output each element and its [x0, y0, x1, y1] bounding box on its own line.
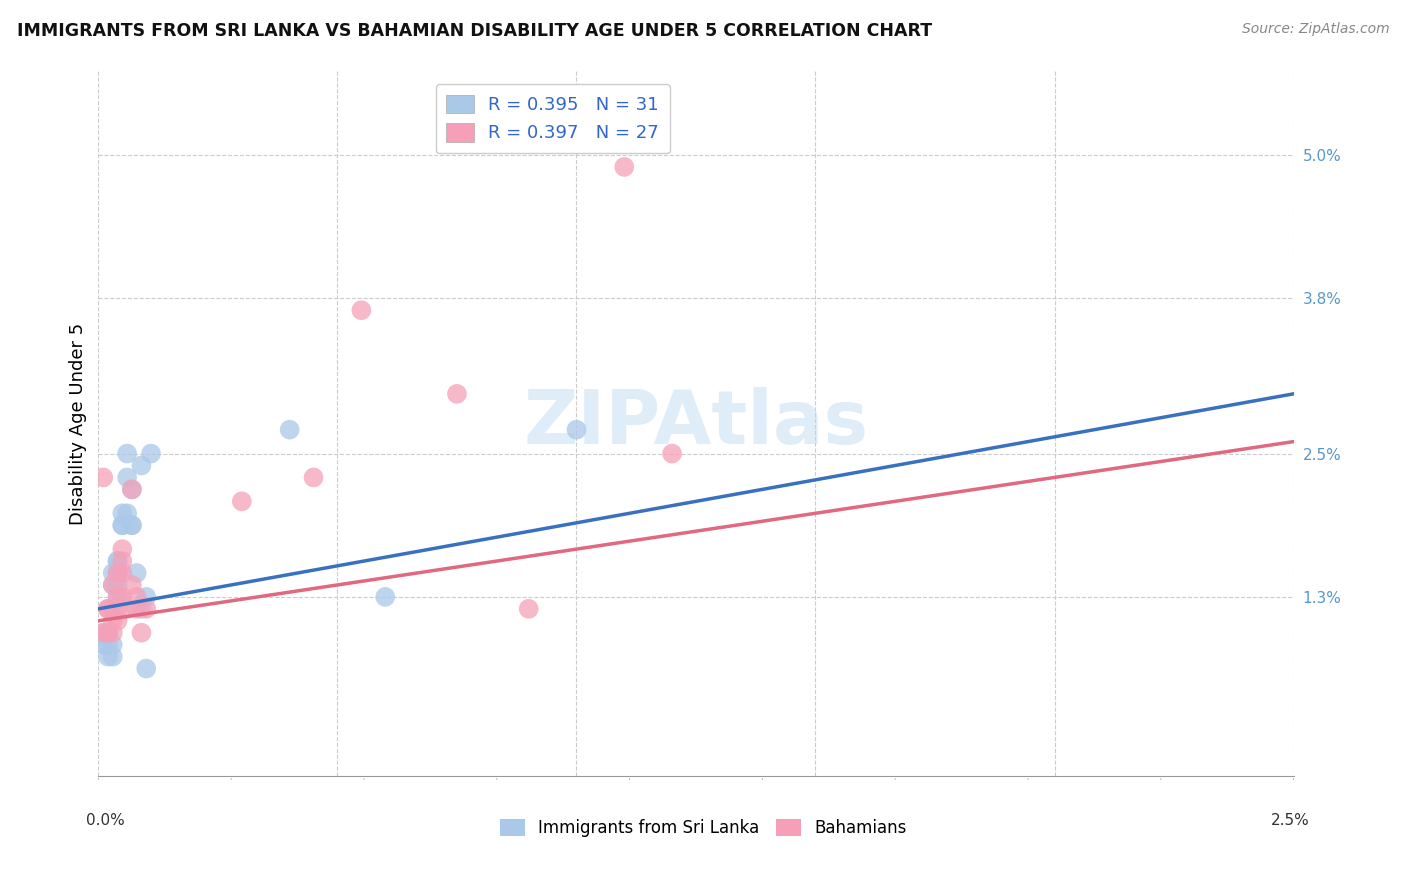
- Point: [121, 483, 143, 497]
- Point: [121, 578, 143, 592]
- Point: [97, 602, 120, 616]
- Point: [139, 446, 162, 460]
- Y-axis label: Disability Age Under 5: Disability Age Under 5: [69, 323, 87, 524]
- Point: [565, 423, 588, 437]
- Point: [111, 542, 134, 557]
- Point: [121, 518, 143, 533]
- Point: [111, 518, 134, 533]
- Point: [115, 446, 138, 460]
- Point: [125, 602, 148, 616]
- Point: [111, 590, 134, 604]
- Point: [107, 554, 129, 568]
- Point: [91, 625, 114, 640]
- Point: [91, 625, 114, 640]
- Point: [135, 590, 157, 604]
- Point: [107, 566, 129, 580]
- Text: IMMIGRANTS FROM SRI LANKA VS BAHAMIAN DISABILITY AGE UNDER 5 CORRELATION CHART: IMMIGRANTS FROM SRI LANKA VS BAHAMIAN DI…: [17, 22, 932, 40]
- Text: 2.5%: 2.5%: [1271, 814, 1310, 828]
- Point: [231, 494, 253, 508]
- Point: [107, 590, 129, 604]
- Point: [517, 602, 540, 616]
- Point: [107, 602, 129, 616]
- Point: [97, 625, 120, 640]
- Point: [125, 566, 148, 580]
- Point: [97, 602, 120, 616]
- Point: [278, 423, 301, 437]
- Legend: R = 0.395   N = 31, R = 0.397   N = 27: R = 0.395 N = 31, R = 0.397 N = 27: [436, 84, 669, 153]
- Text: Source: ZipAtlas.com: Source: ZipAtlas.com: [1241, 22, 1389, 37]
- Point: [115, 602, 138, 616]
- Point: [97, 625, 120, 640]
- Point: [135, 602, 157, 616]
- Point: [101, 625, 124, 640]
- Point: [101, 578, 124, 592]
- Point: [446, 387, 468, 401]
- Point: [121, 518, 143, 533]
- Point: [135, 661, 157, 675]
- Point: [115, 506, 138, 520]
- Point: [107, 554, 129, 568]
- Point: [101, 614, 124, 628]
- Point: [125, 590, 148, 604]
- Point: [101, 566, 124, 580]
- Point: [111, 566, 134, 580]
- Point: [302, 470, 325, 484]
- Point: [107, 590, 129, 604]
- Point: [121, 483, 143, 497]
- Point: [107, 578, 129, 592]
- Point: [107, 566, 129, 580]
- Point: [111, 518, 134, 533]
- Point: [101, 638, 124, 652]
- Point: [91, 638, 114, 652]
- Legend: Immigrants from Sri Lanka, Bahamians: Immigrants from Sri Lanka, Bahamians: [494, 812, 912, 844]
- Point: [111, 506, 134, 520]
- Point: [111, 554, 134, 568]
- Point: [613, 160, 636, 174]
- Point: [350, 303, 373, 318]
- Text: ZIPAtlas: ZIPAtlas: [523, 387, 869, 460]
- Point: [91, 470, 114, 484]
- Point: [131, 625, 153, 640]
- Point: [131, 458, 153, 473]
- Point: [661, 446, 683, 460]
- Point: [131, 602, 153, 616]
- Point: [97, 649, 120, 664]
- Point: [115, 470, 138, 484]
- Point: [107, 566, 129, 580]
- Point: [97, 638, 120, 652]
- Text: 0.0%: 0.0%: [86, 814, 125, 828]
- Point: [101, 602, 124, 616]
- Point: [107, 614, 129, 628]
- Point: [101, 649, 124, 664]
- Point: [374, 590, 396, 604]
- Point: [101, 578, 124, 592]
